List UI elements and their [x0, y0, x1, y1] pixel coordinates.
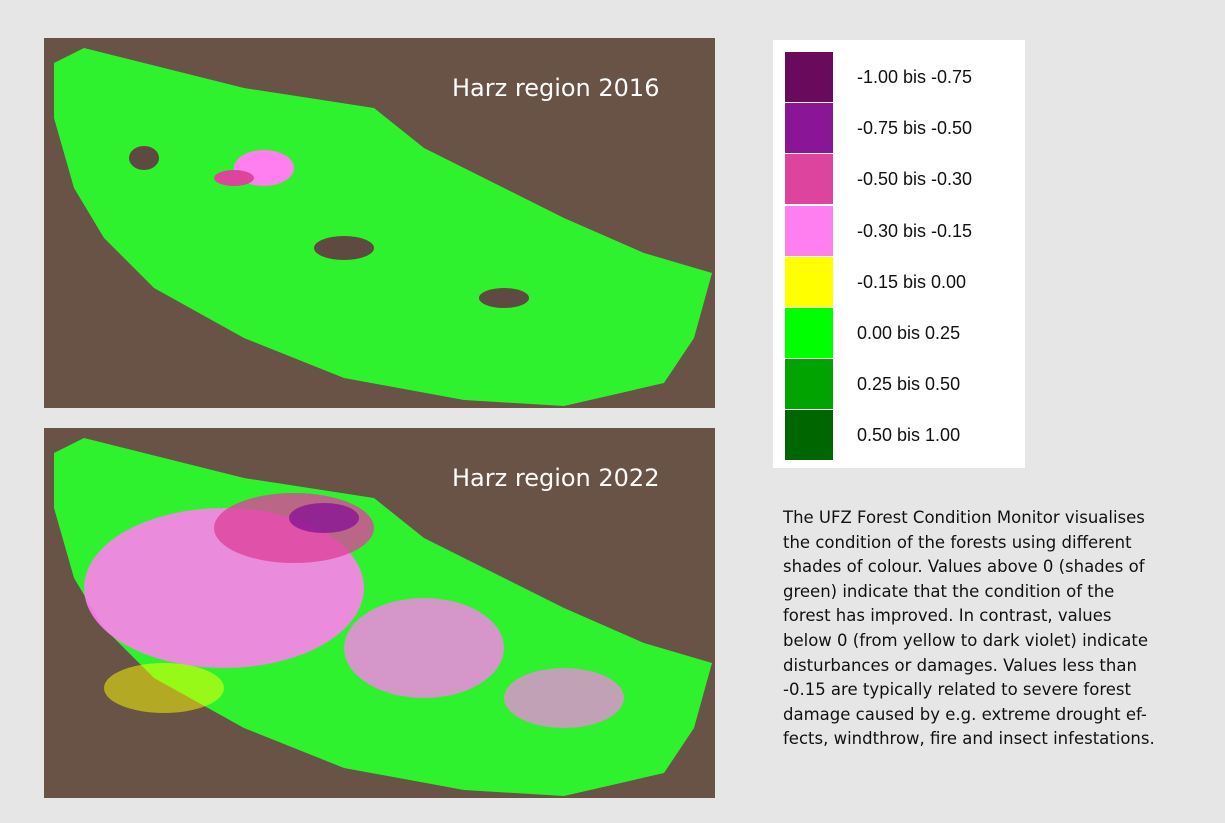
legend-swatch	[785, 206, 833, 256]
legend-swatch	[785, 308, 833, 358]
description-line: disturbances or damages. Values less tha…	[783, 654, 1155, 679]
description-line: green) indicate that the condition of th…	[783, 580, 1155, 605]
description-line: the condition of the forests using diffe…	[783, 531, 1155, 556]
legend: -1.00 bis -0.75-0.75 bis -0.50-0.50 bis …	[773, 40, 1025, 468]
description-line: below 0 (from yellow to dark violet) ind…	[783, 629, 1155, 654]
description-line: fects, windthrow, fire and insect infest…	[783, 727, 1155, 752]
description-line: shades of colour. Values above 0 (shades…	[783, 555, 1155, 580]
description-line: The UFZ Forest Condition Monitor visuali…	[783, 506, 1155, 531]
legend-swatch	[785, 154, 833, 204]
legend-label: 0.25 bis 0.50	[857, 359, 960, 409]
map-2016: Harz region 2016	[44, 38, 715, 408]
legend-swatch	[785, 103, 833, 153]
page: Harz region 2016 Harz region 2022 -1.00 …	[0, 0, 1225, 823]
map-title: Harz region 2016	[452, 74, 659, 102]
legend-label: -0.30 bis -0.15	[857, 206, 972, 256]
legend-label: 0.00 bis 0.25	[857, 308, 960, 358]
description-line: damage caused by e.g. extreme drought ef…	[783, 703, 1155, 728]
legend-label: -1.00 bis -0.75	[857, 52, 972, 102]
legend-label: -0.75 bis -0.50	[857, 103, 972, 153]
legend-label: -0.50 bis -0.30	[857, 154, 972, 204]
map-2022: Harz region 2022	[44, 428, 715, 798]
legend-label: 0.50 bis 1.00	[857, 410, 960, 460]
legend-swatch	[785, 410, 833, 460]
map-title: Harz region 2022	[452, 464, 659, 492]
description-line: -0.15 are typically related to severe fo…	[783, 678, 1155, 703]
description: The UFZ Forest Condition Monitor visuali…	[783, 506, 1155, 752]
legend-swatch	[785, 52, 833, 102]
legend-swatch	[785, 257, 833, 307]
legend-swatch	[785, 359, 833, 409]
legend-label: -0.15 bis 0.00	[857, 257, 966, 307]
description-line: forest has improved. In contrast, values	[783, 604, 1155, 629]
